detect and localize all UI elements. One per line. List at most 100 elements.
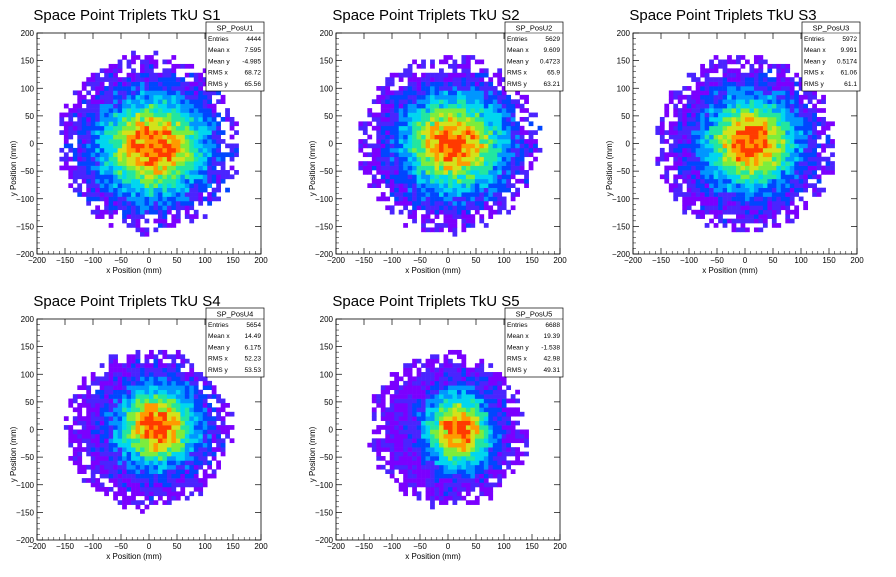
heatmap-cell	[475, 113, 480, 118]
heatmap-cell	[225, 152, 230, 157]
heatmap-cell	[758, 108, 763, 113]
heatmap-cell	[705, 152, 710, 157]
heatmap-cell	[673, 95, 678, 100]
heatmap-cell	[479, 82, 484, 87]
heatmap-cell	[95, 403, 100, 408]
heatmap-cell	[718, 86, 723, 91]
heatmap-cell	[781, 188, 786, 193]
heatmap-cell	[399, 77, 404, 82]
heatmap-cell	[776, 64, 781, 69]
heatmap-cell	[185, 372, 190, 377]
heatmap-cell	[100, 188, 105, 193]
heatmap-cell	[358, 166, 363, 171]
heatmap-cell	[113, 197, 118, 202]
heatmap-cell	[95, 144, 100, 149]
heatmap-cell	[216, 447, 221, 452]
heatmap-cell	[399, 447, 404, 452]
heatmap-cell	[470, 197, 475, 202]
heatmap-cell	[493, 188, 498, 193]
heatmap-cell	[763, 117, 768, 122]
heatmap-cell	[194, 443, 199, 448]
heatmap-cell	[180, 483, 185, 488]
heatmap-cell	[781, 144, 786, 149]
heatmap-cell	[705, 179, 710, 184]
heatmap-cell	[435, 86, 440, 91]
heatmap-cell	[136, 483, 141, 488]
heatmap-cell	[194, 469, 199, 474]
heatmap-cell	[136, 469, 141, 474]
heatmap-cell	[153, 430, 158, 435]
heatmap-cell	[700, 214, 705, 219]
heatmap-cell	[86, 104, 91, 109]
heatmap-cell	[426, 73, 431, 78]
heatmap-cell	[700, 210, 705, 215]
heatmap-cell	[669, 95, 674, 100]
heatmap-cell	[457, 90, 462, 95]
heatmap-cell	[100, 407, 105, 412]
heatmap-cell	[736, 117, 741, 122]
heatmap-cell	[529, 148, 534, 153]
heatmap-cell	[529, 144, 534, 149]
heatmap-cell	[136, 77, 141, 82]
heatmap-cell	[221, 139, 226, 144]
heatmap-cell	[167, 465, 172, 470]
heatmap-cell	[452, 77, 457, 82]
heatmap-cell	[113, 144, 118, 149]
heatmap-cell	[515, 130, 520, 135]
heatmap-cell	[821, 144, 826, 149]
heatmap-cell	[673, 188, 678, 193]
heatmap-cell	[131, 452, 136, 457]
heatmap-cell	[444, 214, 449, 219]
heatmap-cell	[180, 170, 185, 175]
heatmap-cell	[749, 183, 754, 188]
heatmap-cell	[758, 210, 763, 215]
heatmap-cell	[158, 95, 163, 100]
stats-row-value: 9.609	[543, 47, 560, 54]
heatmap-cell	[109, 425, 114, 430]
heatmap-cell	[162, 152, 167, 157]
heatmap-cell	[781, 126, 786, 131]
heatmap-cell	[145, 130, 150, 135]
heatmap-cell	[412, 60, 417, 65]
heatmap-cell	[136, 157, 141, 162]
heatmap-cell	[799, 104, 804, 109]
heatmap-cell	[113, 491, 118, 496]
heatmap-cell	[408, 73, 413, 78]
heatmap-cell	[91, 77, 96, 82]
heatmap-cell	[140, 456, 145, 461]
heatmap-cell	[723, 157, 728, 162]
heatmap-cell	[488, 174, 493, 179]
heatmap-cell	[475, 170, 480, 175]
heatmap-cell	[100, 412, 105, 417]
heatmap-cell	[412, 456, 417, 461]
heatmap-cell	[212, 434, 217, 439]
heatmap-cell	[390, 135, 395, 140]
heatmap-cell	[709, 86, 714, 91]
heatmap-cell	[727, 197, 732, 202]
heatmap-cell	[470, 201, 475, 206]
heatmap-cell	[749, 219, 754, 224]
heatmap-cell	[408, 166, 413, 171]
heatmap-cell	[430, 152, 435, 157]
heatmap-cell	[790, 210, 795, 215]
heatmap-cell	[86, 385, 91, 390]
heatmap-cell	[466, 113, 471, 118]
heatmap-cell	[754, 201, 759, 206]
heatmap-cell	[167, 491, 172, 496]
heatmap-cell	[180, 399, 185, 404]
histogram-panel-4: Space Point Triplets TkU S4−200−150−100−…	[9, 293, 268, 561]
heatmap-cell	[136, 505, 141, 510]
heatmap-cell	[461, 86, 466, 91]
heatmap-cell	[207, 460, 212, 465]
heatmap-cell	[153, 188, 158, 193]
heatmap-cell	[776, 205, 781, 210]
heatmap-cell	[452, 197, 457, 202]
heatmap-cell	[479, 139, 484, 144]
y-tick-label: 200	[21, 315, 35, 324]
heatmap-cell	[723, 86, 728, 91]
x-tick-label: −50	[710, 256, 724, 265]
heatmap-cell	[109, 465, 114, 470]
heatmap-cell	[785, 113, 790, 118]
heatmap-cell	[176, 210, 181, 215]
heatmap-cell	[421, 82, 426, 87]
